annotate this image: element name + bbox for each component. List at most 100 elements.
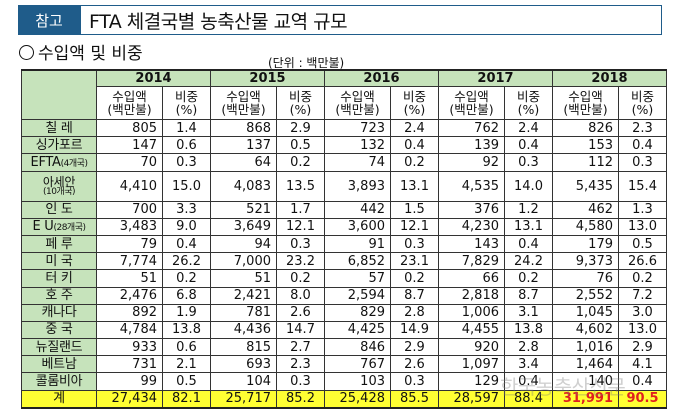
- country-cell: 인 도: [21, 200, 97, 219]
- import-value-cell: 920: [438, 338, 505, 357]
- share-value-cell: 0.4: [504, 234, 553, 254]
- country-name: 콜롬비아: [35, 374, 83, 390]
- share-value-cell: 0.2: [504, 269, 553, 288]
- import-value-cell: 892: [96, 303, 163, 322]
- country-name: 인 도: [45, 202, 73, 218]
- share-value-cell: 0.2: [276, 269, 325, 288]
- share-column-header: 비중 (%): [504, 86, 553, 120]
- import-value-cell: 4,425: [324, 320, 391, 340]
- import-value-cell: 74: [324, 153, 391, 172]
- import-column-header-unit: (백만불): [221, 102, 266, 117]
- share-value-cell: 0.6: [162, 338, 211, 357]
- import-value-cell: 2,421: [210, 286, 277, 305]
- share-value-cell: 1.3: [618, 200, 667, 219]
- country-cell: 페 루: [21, 234, 97, 254]
- share-value-cell: 13.8: [162, 320, 211, 340]
- share-value-cell: 14.9: [390, 320, 439, 340]
- import-value-cell: 1,045: [552, 303, 619, 322]
- import-value-cell: 66: [438, 269, 505, 288]
- import-value-cell: 2,552: [552, 286, 619, 305]
- import-value-cell: 3,483: [96, 217, 163, 236]
- country-cell: 아세안 (10개국): [21, 170, 97, 202]
- corner-cell: [21, 69, 97, 120]
- share-value-cell: 0.2: [390, 153, 439, 172]
- import-column-header: 수입액 (백만불): [324, 86, 391, 120]
- import-value-cell: 103: [324, 372, 391, 391]
- import-column-header-line: 수입액: [454, 88, 489, 104]
- share-value-cell: 85.5: [390, 389, 439, 409]
- import-value-cell: 51: [96, 269, 163, 288]
- import-value-cell: 25,428: [324, 389, 391, 409]
- country-cell: 칠 레: [21, 118, 97, 138]
- share-value-cell: 13.0: [618, 217, 667, 236]
- country-cell: 호 주: [21, 286, 97, 305]
- import-value-cell: 57: [324, 269, 391, 288]
- import-value-cell: 693: [210, 355, 277, 374]
- import-value-cell: 139: [438, 136, 505, 155]
- share-column-header-unit: (%): [175, 102, 198, 117]
- share-value-cell: 88.4: [504, 389, 553, 409]
- import-value-cell: 521: [210, 200, 277, 219]
- share-value-cell: 0.3: [390, 372, 439, 391]
- country-name: 싱가포르: [35, 137, 83, 153]
- share-value-cell: 0.3: [504, 153, 553, 172]
- table-row: 호 주 2,476 6.8 2,421 8.0 2,594 8.7 2,818 8.7 2,552…: [21, 286, 667, 305]
- country-cell: 캐나다: [21, 303, 97, 322]
- share-value-cell: 0.4: [618, 372, 667, 391]
- share-value-cell: 14.7: [276, 320, 325, 340]
- import-value-cell: 4,535: [438, 170, 505, 202]
- share-value-cell: 2.4: [504, 118, 553, 138]
- import-value-cell: 132: [324, 136, 391, 155]
- country-cell: 중 국: [21, 320, 97, 340]
- table-row: E U(28개국) 3,483 9.0 3,649 12.1 3,600 12.1 4,230…: [21, 217, 667, 236]
- import-value-cell: 147: [96, 136, 163, 155]
- year-header: 2015: [210, 69, 325, 87]
- import-value-cell: 5,435: [552, 170, 619, 202]
- import-value-cell: 64: [210, 153, 277, 172]
- table-row: EFTA(4개국) 70 0.3 64 0.2 74 0.2 92 0.3 112 0.3: [21, 153, 667, 172]
- import-value-cell: 781: [210, 303, 277, 322]
- country-cell: 미 국: [21, 252, 97, 271]
- share-column-header-unit: (%): [403, 102, 426, 117]
- share-column-header: 비중 (%): [618, 86, 667, 120]
- share-value-cell: 2.9: [390, 338, 439, 357]
- share-value-cell: 0.4: [390, 136, 439, 155]
- table-row: 페 루 79 0.4 94 0.3 91 0.3 143 0.4 179 0.5: [21, 234, 667, 254]
- share-value-cell: 24.2: [504, 252, 553, 271]
- country-cell: 베트남: [21, 355, 97, 374]
- share-value-cell: 8.7: [504, 286, 553, 305]
- import-value-cell: 112: [552, 153, 619, 172]
- import-value-cell: 51: [210, 269, 277, 288]
- country-name: 호 주: [45, 288, 73, 304]
- import-value-cell: 1,006: [438, 303, 505, 322]
- import-value-cell: 7,000: [210, 252, 277, 271]
- import-value-cell: 70: [96, 153, 163, 172]
- import-column-header-unit: (백만불): [335, 102, 380, 117]
- country-name: 뉴질랜드: [35, 339, 83, 355]
- import-value-cell: 731: [96, 355, 163, 374]
- table-row: 아세안 (10개국) 4,410 15.0 4,083 13.5 3,893 13.1 4,53…: [21, 170, 667, 202]
- share-value-cell: 26.6: [618, 252, 667, 271]
- share-value-cell: 9.0: [162, 217, 211, 236]
- share-value-cell: 2.6: [276, 303, 325, 322]
- import-value-cell: 2,594: [324, 286, 391, 305]
- share-value-cell: 90.5: [618, 389, 667, 409]
- country-name: EFTA: [30, 154, 61, 170]
- share-value-cell: 3.1: [504, 303, 553, 322]
- share-value-cell: 26.2: [162, 252, 211, 271]
- share-value-cell: 2.7: [276, 338, 325, 357]
- share-value-cell: 13.1: [504, 217, 553, 236]
- share-value-cell: 4.1: [618, 355, 667, 374]
- import-column-header: 수입액 (백만불): [210, 86, 277, 120]
- share-value-cell: 0.2: [276, 153, 325, 172]
- share-value-cell: 1.2: [504, 200, 553, 219]
- import-value-cell: 31,991: [552, 389, 619, 409]
- table-row: 콜롬비아 99 0.5 104 0.3 103 0.3 129 0.4 140 0.4: [21, 372, 667, 391]
- import-column-header-unit: (백만불): [449, 102, 494, 117]
- share-value-cell: 0.4: [504, 136, 553, 155]
- import-value-cell: 846: [324, 338, 391, 357]
- share-value-cell: 3.0: [618, 303, 667, 322]
- import-value-cell: 4,602: [552, 320, 619, 340]
- share-column-header: 비중 (%): [162, 86, 211, 120]
- country-name: 캐나다: [41, 305, 77, 321]
